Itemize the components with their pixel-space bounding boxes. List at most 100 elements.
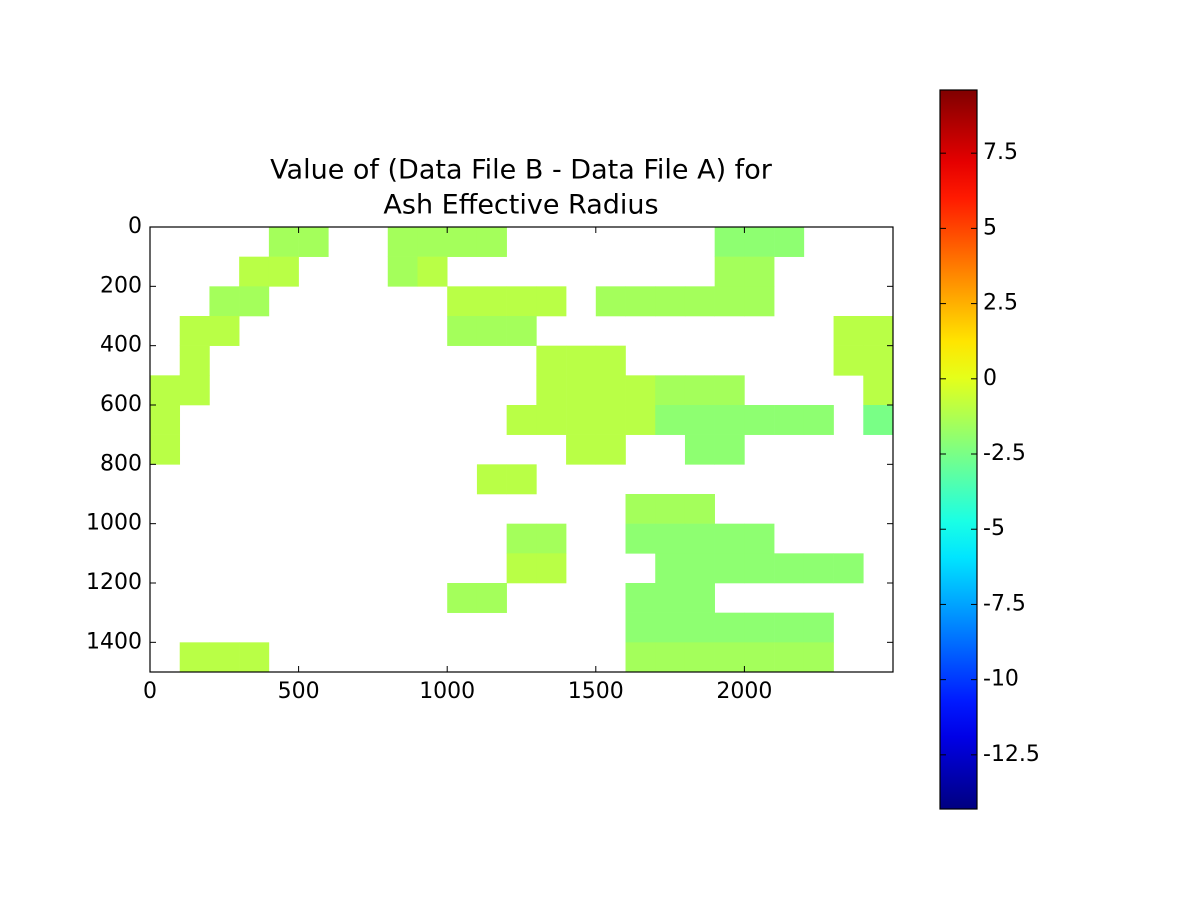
heat-cell <box>506 405 537 435</box>
heat-cell <box>744 553 775 584</box>
chart-title: Value of (Data File B - Data File A) for <box>270 155 773 186</box>
heat-cell <box>655 286 686 317</box>
heat-cell <box>684 434 715 465</box>
heat-cell <box>684 642 715 673</box>
y-tick-label: 1400 <box>86 629 142 654</box>
heat-cell <box>536 375 567 406</box>
heat-cell <box>417 227 448 257</box>
heat-cell <box>833 553 864 584</box>
heat-cell <box>803 642 834 673</box>
heat-cell <box>150 375 181 406</box>
plot-frame <box>149 226 894 673</box>
heat-cell <box>536 345 567 376</box>
heat-cell <box>863 405 894 435</box>
heat-cell <box>774 612 805 643</box>
heat-cell <box>447 583 478 613</box>
heat-cell <box>595 286 626 317</box>
heat-cell <box>179 345 210 376</box>
heat-cell <box>774 405 805 435</box>
heat-cell <box>506 286 537 317</box>
colorbar-tick-label: 7.5 <box>983 140 1018 165</box>
chart-title: Ash Effective Radius <box>383 190 658 221</box>
heat-cell <box>803 405 834 435</box>
heat-cell <box>179 316 210 346</box>
heat-cell <box>625 286 656 317</box>
heat-cell <box>595 405 626 435</box>
heat-cell <box>655 642 686 673</box>
heat-cell <box>209 642 240 673</box>
y-tick-label: 200 <box>100 273 142 298</box>
heat-cell <box>714 286 745 317</box>
heat-cell <box>387 256 418 287</box>
heat-cell <box>714 256 745 287</box>
colorbar-tick-label: -7.5 <box>983 591 1026 616</box>
heat-cell <box>744 286 775 317</box>
y-tick-label: 1000 <box>86 511 142 536</box>
y-tick-label: 800 <box>100 451 142 476</box>
heat-cell <box>863 316 894 346</box>
heat-cell <box>209 316 240 346</box>
heat-cell <box>833 316 864 346</box>
heat-cell <box>447 316 478 346</box>
heat-cell <box>655 583 686 613</box>
heat-cell <box>506 523 537 554</box>
heat-cell <box>655 494 686 524</box>
heat-cell <box>744 523 775 554</box>
heat-cell <box>625 494 656 524</box>
heat-cell <box>239 642 270 673</box>
heat-cell <box>506 316 537 346</box>
heat-cell <box>625 375 656 406</box>
colorbar-tick-label: -12.5 <box>983 742 1040 767</box>
heat-cell <box>744 642 775 673</box>
heat-cell <box>655 523 686 554</box>
x-tick-label: 2000 <box>716 679 772 704</box>
heat-cell <box>536 286 567 317</box>
heat-cell <box>714 612 745 643</box>
heat-cell <box>150 405 181 435</box>
y-tick-label: 400 <box>100 333 142 358</box>
heat-cell <box>714 642 745 673</box>
heat-cell <box>476 464 507 495</box>
heat-cell <box>595 434 626 465</box>
heat-cell <box>625 405 656 435</box>
heat-cell <box>684 523 715 554</box>
heat-cell <box>774 642 805 673</box>
heat-cell <box>209 286 240 317</box>
heat-cell <box>566 405 597 435</box>
heat-cell <box>268 256 299 287</box>
heat-cell <box>714 405 745 435</box>
heat-cell <box>506 464 537 495</box>
heat-cell <box>863 375 894 406</box>
heat-cell <box>239 256 270 287</box>
heat-cell <box>774 227 805 257</box>
heat-cell <box>863 345 894 376</box>
y-tick-label: 600 <box>100 392 142 417</box>
heat-cell <box>744 612 775 643</box>
heat-cell <box>655 553 686 584</box>
heat-cell <box>684 553 715 584</box>
heat-cell <box>714 227 745 257</box>
heat-cell <box>833 345 864 376</box>
heat-cell <box>655 612 686 643</box>
x-tick-label: 500 <box>278 679 320 704</box>
heat-cell <box>595 345 626 376</box>
heat-cell <box>803 612 834 643</box>
colorbar <box>939 89 978 810</box>
heat-cell <box>536 523 567 554</box>
heat-cell <box>476 316 507 346</box>
heat-cell <box>684 583 715 613</box>
heat-cell <box>625 642 656 673</box>
heat-cell <box>744 227 775 257</box>
y-tick-label: 0 <box>128 214 142 239</box>
heat-cell <box>684 405 715 435</box>
heat-cell <box>417 256 448 287</box>
heat-cell <box>803 553 834 584</box>
colorbar-tick-label: -10 <box>983 667 1019 692</box>
colorbar-tick-label: 5 <box>983 215 997 240</box>
colorbar-tick-label: -5 <box>983 516 1005 541</box>
heat-cell <box>625 612 656 643</box>
colorbar-tick-label: 0 <box>983 366 997 391</box>
heat-cell <box>714 375 745 406</box>
